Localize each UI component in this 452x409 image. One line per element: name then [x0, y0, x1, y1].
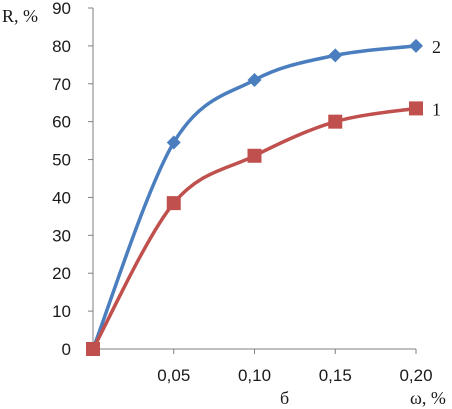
data-point	[328, 114, 343, 129]
data-point	[247, 72, 262, 87]
data-point	[166, 196, 181, 211]
y-tick-label: 40	[52, 188, 71, 207]
y-tick-label: 20	[52, 264, 71, 283]
data-point	[166, 135, 181, 150]
y-tick-label: 0	[62, 340, 71, 359]
series-2: 2	[86, 37, 441, 356]
data-point	[247, 148, 262, 163]
y-tick-label: 90	[52, 0, 71, 18]
y-tick-label: 70	[52, 75, 71, 94]
series-layer: 21	[86, 37, 441, 356]
x-tick-label: 0,20	[399, 366, 432, 385]
x-tick-label: 0,15	[319, 366, 352, 385]
data-point	[328, 48, 343, 63]
data-point	[409, 101, 423, 116]
y-tick-label: 60	[52, 113, 71, 132]
x-axis-title: ω, %	[410, 388, 446, 408]
series-line	[91, 106, 417, 350]
series-line	[91, 44, 417, 350]
x-tick-label: 0,10	[238, 366, 271, 385]
data-point	[409, 38, 423, 53]
axes: 0 10 20 30 40 50 60 70 80 90 0,05 0,10 0,15 0,20	[52, 0, 432, 385]
panel-label: б	[280, 388, 289, 408]
x-tick-label: 0,05	[157, 366, 190, 385]
y-tick-label: 80	[52, 37, 71, 56]
series-1: 1	[86, 99, 441, 356]
y-tick-label: 50	[52, 151, 71, 170]
y-axis-title: R, %	[2, 6, 38, 26]
y-tick-label: 30	[52, 226, 71, 245]
series-label: 1	[432, 99, 441, 119]
data-point	[86, 342, 100, 356]
series-label: 2	[432, 37, 441, 57]
y-tick-label: 10	[52, 302, 71, 321]
